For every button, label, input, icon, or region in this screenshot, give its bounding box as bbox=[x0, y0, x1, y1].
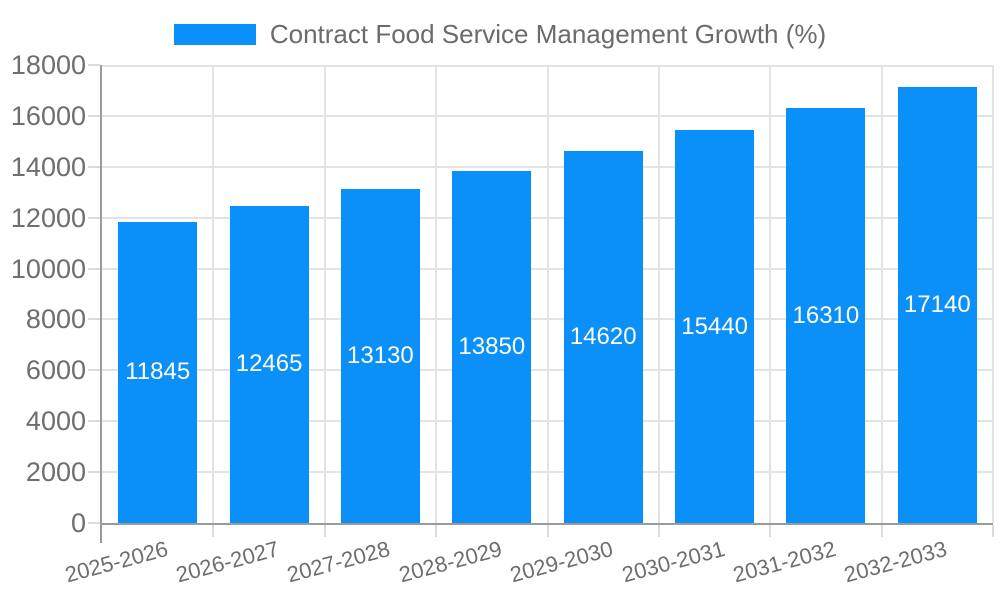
x-axis-tick bbox=[992, 525, 994, 537]
gridline-vertical bbox=[881, 65, 883, 523]
y-axis-tick bbox=[88, 166, 100, 168]
x-axis-tick bbox=[100, 525, 102, 543]
y-axis-tick-label: 2000 bbox=[25, 457, 86, 487]
x-axis-tick bbox=[212, 525, 214, 537]
gridline-vertical bbox=[547, 65, 549, 523]
y-axis-tick bbox=[88, 318, 100, 320]
y-axis-tick bbox=[88, 369, 100, 371]
x-axis-tick bbox=[324, 525, 326, 537]
x-axis-tick bbox=[769, 525, 771, 537]
y-axis-tick bbox=[88, 64, 100, 66]
legend-label: Contract Food Service Management Growth … bbox=[269, 19, 827, 49]
gridline-vertical bbox=[992, 65, 994, 523]
y-axis-tick bbox=[88, 471, 100, 473]
y-axis-tick bbox=[88, 217, 100, 219]
bar[interactable]: 13130 bbox=[340, 188, 420, 523]
bar-value-label: 13130 bbox=[347, 341, 414, 369]
gridline-vertical bbox=[769, 65, 771, 523]
gridline-vertical bbox=[212, 65, 214, 523]
x-axis-tick bbox=[658, 525, 660, 537]
x-axis-tick bbox=[547, 525, 549, 537]
bar-value-label: 12465 bbox=[235, 350, 303, 378]
bar[interactable]: 16310 bbox=[786, 108, 866, 523]
y-axis-tick-label: 0 bbox=[70, 508, 86, 538]
x-axis-tick bbox=[435, 525, 437, 537]
bar-value-label: 15440 bbox=[681, 312, 748, 340]
legend-color-swatch-icon bbox=[173, 24, 256, 45]
y-axis-tick bbox=[88, 420, 100, 422]
bar-value-label: 13850 bbox=[458, 332, 526, 360]
y-axis-tick bbox=[88, 115, 100, 117]
bar-value-label: 16310 bbox=[792, 301, 860, 329]
gridline-vertical bbox=[324, 65, 326, 523]
y-axis-tick-label: 16000 bbox=[10, 101, 86, 131]
bar[interactable]: 15440 bbox=[675, 130, 755, 523]
gridline-vertical bbox=[435, 65, 437, 523]
y-axis-tick-label: 10000 bbox=[10, 254, 86, 284]
bar-value-label: 11845 bbox=[125, 358, 191, 386]
plot-area: 11845 12465 13130 13850 14620 15440 16310 17140 bbox=[100, 65, 994, 525]
y-axis-tick-label: 18000 bbox=[10, 50, 86, 80]
bar[interactable]: 11845 bbox=[118, 221, 198, 523]
bar[interactable]: 13850 bbox=[452, 170, 532, 523]
bar[interactable]: 17140 bbox=[897, 86, 977, 523]
y-axis-tick-label: 4000 bbox=[25, 406, 86, 436]
y-axis-tick-label: 6000 bbox=[25, 355, 86, 385]
bar[interactable]: 14620 bbox=[563, 151, 643, 523]
bar-value-label: 14620 bbox=[569, 323, 637, 350]
gridline-vertical bbox=[658, 65, 660, 523]
legend-item[interactable]: Contract Food Service Management Growth … bbox=[0, 19, 1000, 50]
y-axis-tick-label: 12000 bbox=[10, 203, 86, 233]
bar-value-label: 17140 bbox=[903, 290, 971, 318]
x-axis-tick bbox=[881, 525, 883, 537]
y-axis-tick bbox=[88, 268, 100, 270]
y-axis-tick bbox=[88, 522, 100, 524]
bar[interactable]: 12465 bbox=[229, 205, 309, 523]
y-axis-tick-label: 14000 bbox=[10, 152, 86, 182]
y-axis-tick-label: 8000 bbox=[25, 304, 86, 334]
